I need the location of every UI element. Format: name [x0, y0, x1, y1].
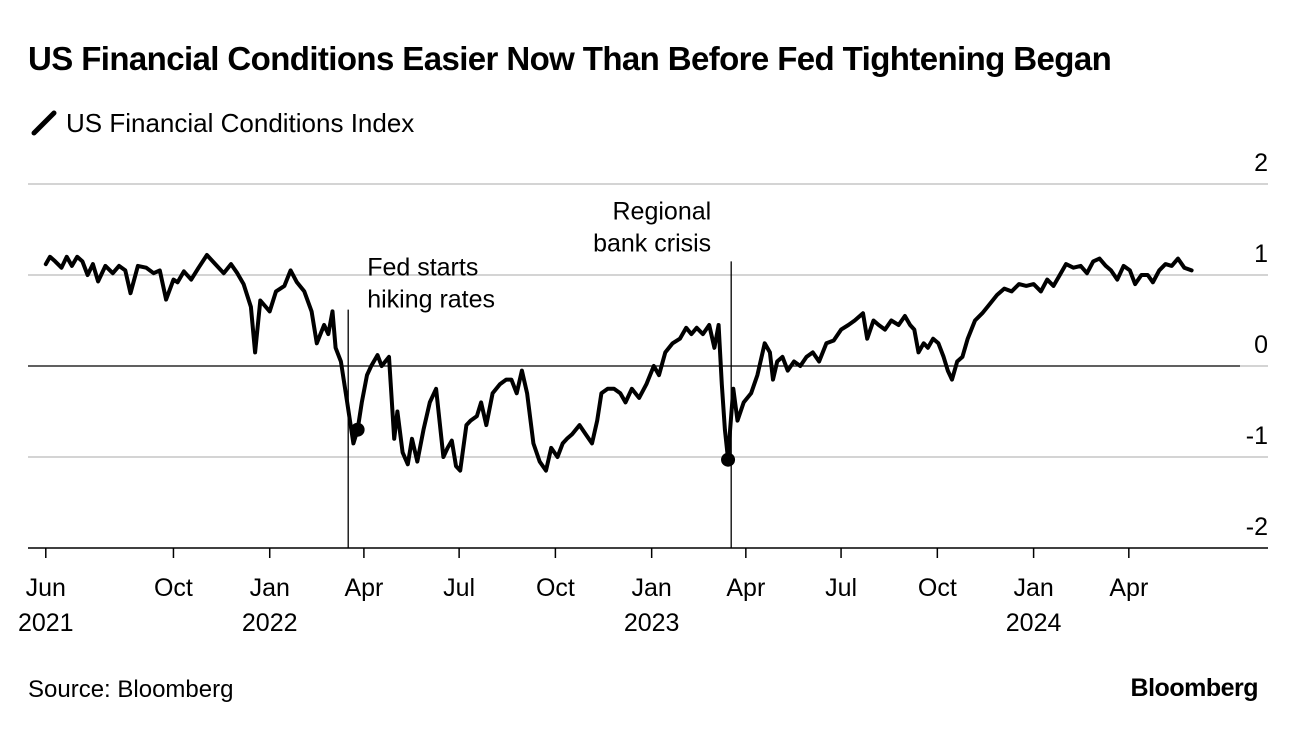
x-tick-label: Apr	[726, 574, 765, 602]
x-tick-year-label: 2024	[1006, 609, 1062, 637]
x-tick-label: Jan	[1013, 574, 1053, 602]
annotation-label: Regional	[613, 197, 712, 225]
y-tick-label: -2	[1246, 513, 1268, 541]
x-tick-label: Jan	[250, 574, 290, 602]
x-tick-year-label: 2022	[242, 609, 298, 637]
series-line	[43, 253, 1194, 473]
x-tick-label: Apr	[344, 574, 383, 602]
x-tick-label: Jun	[26, 574, 66, 602]
chart-title: US Financial Conditions Easier Now Than …	[28, 40, 1112, 77]
y-tick-label: 2	[1254, 149, 1268, 177]
x-tick-label: Oct	[536, 574, 575, 602]
y-axis: 2 1 0 -1 -2	[1246, 149, 1268, 541]
brand-logo: Bloomberg	[1130, 674, 1259, 702]
x-tick-year-label: 2021	[18, 609, 74, 637]
annotation-label: hiking rates	[367, 286, 495, 314]
x-tick-label: Jul	[825, 574, 857, 602]
x-tick-label: Jan	[632, 574, 672, 602]
x-tick-label: Jul	[443, 574, 475, 602]
legend-label: US Financial Conditions Index	[66, 107, 415, 138]
source-note: Source: Bloomberg	[28, 676, 234, 703]
y-tick-label: 1	[1254, 240, 1268, 268]
annotation-label: Fed starts	[367, 254, 478, 282]
markers	[350, 422, 736, 467]
y-tick-label: 0	[1254, 331, 1268, 359]
legend: US Financial Conditions Index	[30, 106, 414, 140]
x-tick-label: Oct	[918, 574, 957, 602]
legend-line-icon	[31, 110, 57, 136]
annotation-label: bank crisis	[593, 229, 711, 257]
data-marker	[721, 452, 736, 467]
series-group	[43, 253, 1194, 473]
x-tick-year-label: 2023	[624, 609, 680, 637]
y-tick-label: -1	[1246, 422, 1268, 450]
x-tick-label: Oct	[154, 574, 193, 602]
data-marker	[350, 422, 365, 437]
x-axis: Jun 2021 Oct Jan 2022 Apr Jul Oct Jan 2023 Apr Jul O…	[18, 547, 1268, 637]
x-tick-label: Apr	[1109, 574, 1148, 602]
annotations: Fed starts hiking rates Regional bank crisi…	[347, 197, 732, 548]
